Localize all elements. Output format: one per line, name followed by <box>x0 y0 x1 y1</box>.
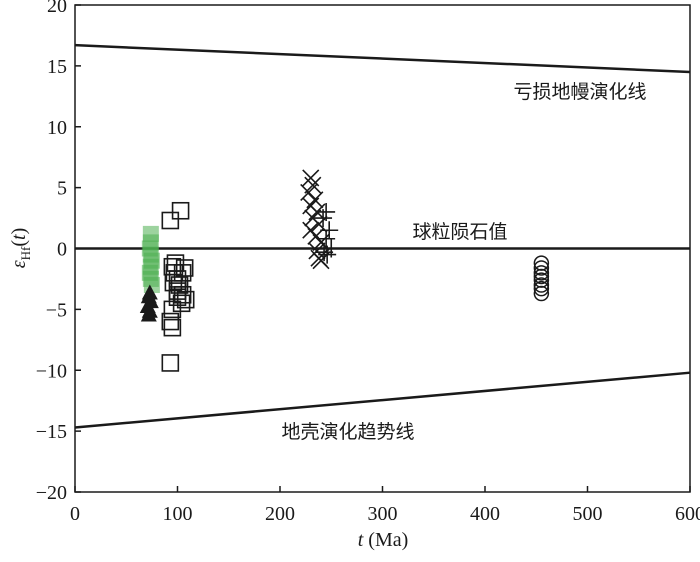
square-point <box>173 264 192 282</box>
y-label-sub: Hf <box>18 246 33 260</box>
square-point <box>175 259 194 277</box>
y-tick-label: −5 <box>46 299 67 321</box>
line-annotation: 球粒陨石值 <box>412 221 507 243</box>
y-tick-label: −10 <box>36 360 67 382</box>
cross-point <box>302 169 320 187</box>
y-label-symbol: ε <box>8 260 30 268</box>
square-point <box>164 273 183 292</box>
plus-point <box>318 245 337 264</box>
square-point <box>163 318 182 337</box>
x-tick-label: 400 <box>470 503 500 525</box>
square-point <box>161 211 180 230</box>
y-label-paren: ( <box>8 240 30 247</box>
x-label-symbol: t <box>358 529 364 551</box>
circle-point <box>533 280 550 297</box>
plus-point <box>320 221 339 240</box>
y-tick-label: −15 <box>36 421 67 443</box>
line-annotation: 亏损地幔演化线 <box>513 81 646 103</box>
circle-point <box>533 260 550 276</box>
y-axis-label: εHf(t) <box>8 228 33 269</box>
circle-point <box>533 285 550 302</box>
square-point <box>172 294 191 313</box>
x-tick-label: 100 <box>163 503 193 525</box>
plus-point <box>315 243 334 262</box>
plus-point <box>317 229 336 248</box>
x-label-unit: (Ma) <box>368 529 408 551</box>
circle-point <box>533 277 550 293</box>
x-axis-label: t (Ma) <box>358 529 409 551</box>
y-tick-label: −20 <box>36 482 67 504</box>
reference-line <box>74 371 691 429</box>
x-tick-label: 500 <box>573 503 603 525</box>
y-tick-label: 10 <box>47 117 67 139</box>
triangle-point <box>140 306 157 322</box>
cross-point <box>308 242 326 260</box>
y-label-paren: ) <box>8 228 30 235</box>
square-point <box>161 312 180 331</box>
x-tick-label: 200 <box>265 503 295 525</box>
y-tick-label: 0 <box>57 239 67 261</box>
circle-point <box>533 268 550 285</box>
y-tick-label: 5 <box>57 178 67 200</box>
circle-point <box>533 265 550 281</box>
square-point <box>163 300 182 319</box>
y-tick-label: 20 <box>47 0 67 17</box>
x-tick-label: 0 <box>70 503 80 525</box>
square-point <box>171 201 190 220</box>
plus-point <box>314 209 333 228</box>
square-point <box>166 254 185 272</box>
x-tick-label: 300 <box>368 503 398 525</box>
x-tick-label: 600 <box>675 503 700 525</box>
y-label-var: t <box>8 234 30 240</box>
square-point <box>170 276 189 294</box>
square-point <box>161 354 180 372</box>
reference-line <box>74 43 691 74</box>
y-tick-label: 15 <box>47 56 67 78</box>
line-annotation: 地壳演化趋势线 <box>281 421 414 443</box>
